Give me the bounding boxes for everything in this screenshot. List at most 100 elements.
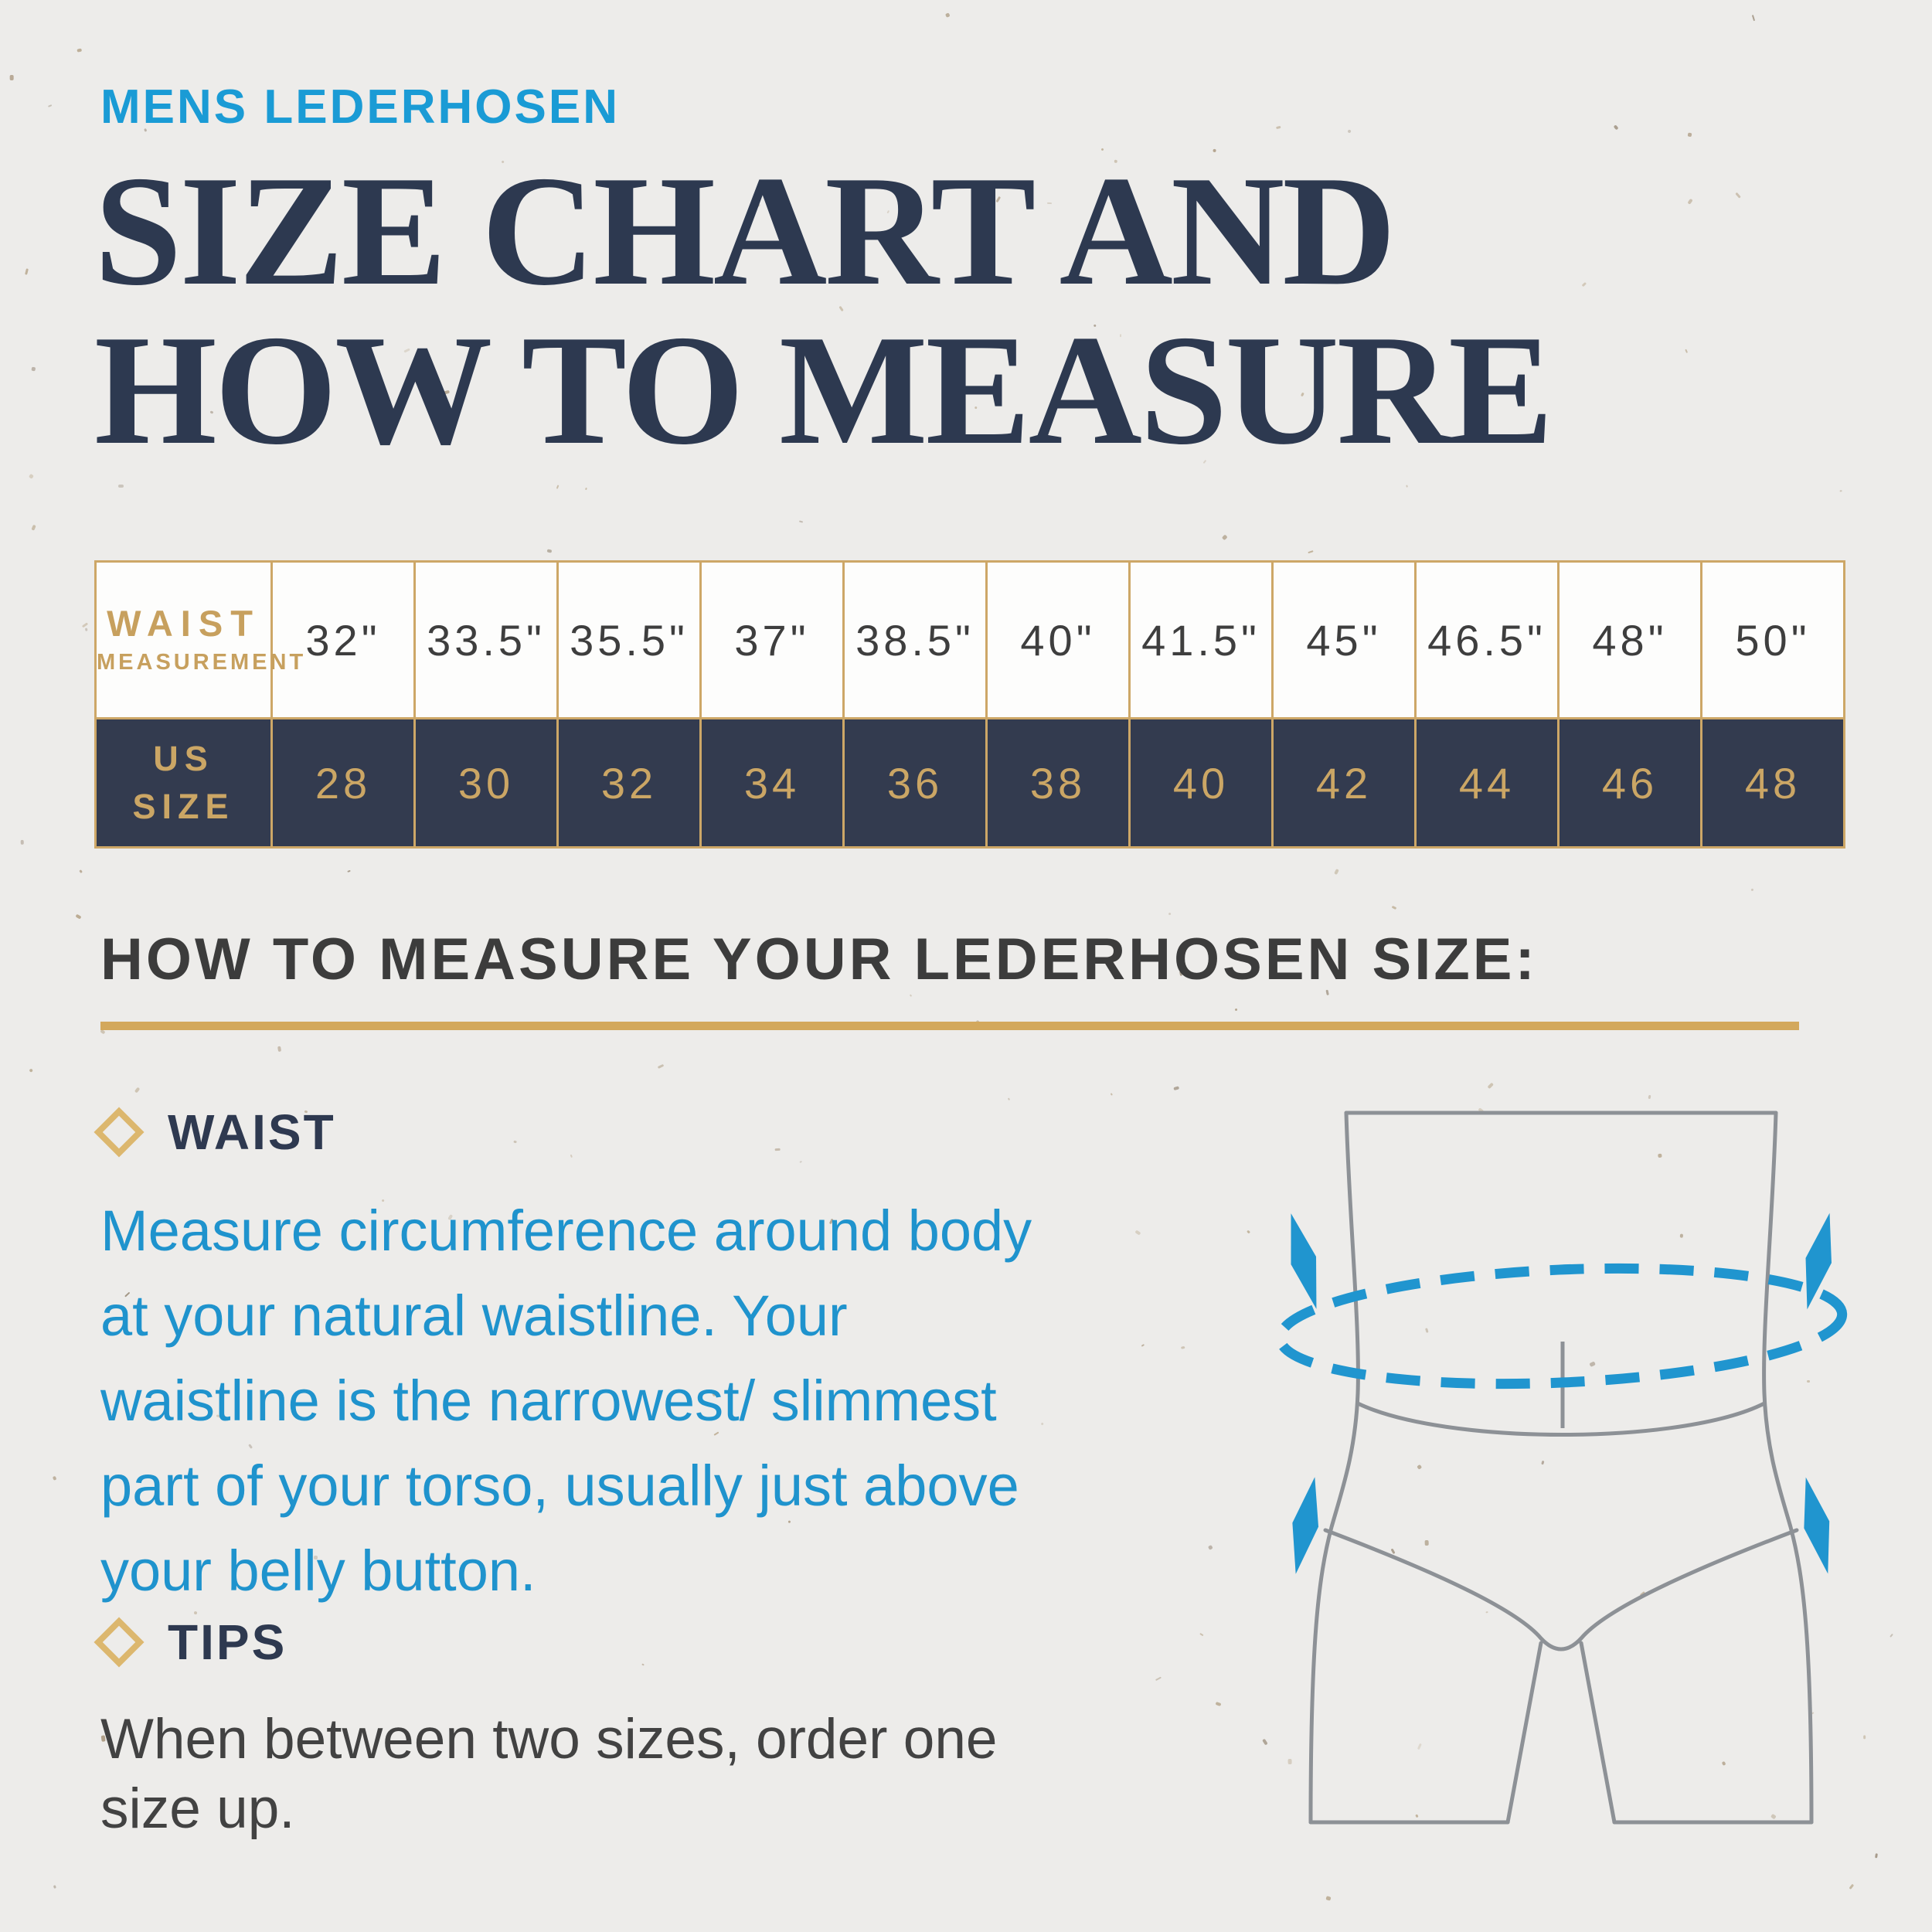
speckle	[1040, 1422, 1044, 1427]
speckle	[47, 104, 53, 107]
waist-value-cell: 41.5"	[1128, 560, 1274, 719]
speckle	[1276, 125, 1281, 129]
arrow-dart-icon	[1292, 1477, 1319, 1574]
speckle	[1875, 1852, 1879, 1859]
us-size-value-cell: 32	[556, 717, 702, 849]
speckle	[775, 1148, 781, 1151]
speckle	[1180, 1345, 1185, 1350]
underwear-line	[1323, 1528, 1799, 1651]
speckle	[79, 869, 83, 874]
speckle	[1889, 1633, 1893, 1638]
speckle	[1215, 1701, 1222, 1706]
speckle	[1334, 868, 1339, 875]
torso-outline	[1308, 1111, 1814, 1825]
us-size-value-cell: 34	[699, 717, 845, 849]
speckle	[1208, 1544, 1213, 1550]
waist-header-cell: WAIST MEASUREMENT	[94, 560, 307, 719]
us-size-value-cell: 36	[842, 717, 988, 849]
speckle	[1391, 905, 1397, 910]
us-size-value-cell: 40	[1128, 717, 1274, 849]
speckle	[1134, 1230, 1141, 1236]
diamond-bullet-icon	[94, 1617, 145, 1668]
arrow-dart-icon	[1291, 1213, 1317, 1309]
squeeze-arrow-icons	[1291, 1213, 1832, 1574]
speckle	[28, 473, 34, 479]
speckle	[1840, 489, 1843, 492]
waist-header-line2: MEASUREMENT	[97, 650, 307, 675]
diamond-bullet-icon	[94, 1107, 145, 1158]
measurement-illustration	[1274, 1111, 1848, 1825]
speckle	[1246, 1230, 1250, 1234]
speckle	[77, 48, 82, 53]
us-size-header-label: US SIZE	[132, 739, 235, 826]
us-size-value-cell: 44	[1414, 717, 1560, 849]
speckle	[31, 525, 37, 532]
speckle	[1751, 888, 1755, 892]
waist-header-line1: WAIST	[107, 603, 260, 644]
us-size-value-cell: 38	[985, 717, 1131, 849]
page-title: SIZE CHART AND HOW TO MEASURE	[94, 144, 1553, 478]
speckle	[81, 621, 88, 628]
waist-value-cell: 38.5"	[842, 560, 988, 719]
speckle	[1488, 1082, 1495, 1089]
speckle	[1307, 549, 1314, 554]
tips-section-label: TIPS	[168, 1614, 287, 1670]
us-size-header-cell: US SIZE	[94, 717, 273, 849]
speckle	[546, 549, 553, 553]
waist-value-cell: 50"	[1700, 560, 1845, 719]
speckle	[585, 487, 588, 490]
tips-text: When between two sizes, order one size u…	[100, 1708, 998, 1840]
speckle	[1613, 124, 1619, 131]
waist-value-cell: 32"	[270, 560, 416, 719]
us-size-value-cell: 46	[1557, 717, 1702, 849]
speckle	[1173, 1086, 1179, 1091]
us-size-value-cell: 48	[1700, 717, 1845, 849]
hip-line	[1355, 1401, 1767, 1437]
speckle	[1734, 192, 1741, 199]
speckle	[26, 268, 29, 275]
speckle	[569, 1154, 573, 1158]
speckle	[513, 1140, 517, 1144]
speckle	[21, 839, 25, 845]
waist-value-cell: 33.5"	[413, 560, 559, 719]
speckle	[29, 1068, 33, 1073]
speckle	[1347, 129, 1352, 134]
speckle	[1168, 912, 1172, 916]
us-size-value-cell: 28	[270, 717, 416, 849]
speckle	[657, 1063, 664, 1070]
speckle	[1141, 1343, 1145, 1347]
speckle	[799, 520, 804, 523]
us-size-value-cell: 30	[413, 717, 559, 849]
speckle	[134, 1087, 141, 1094]
speckle	[556, 485, 560, 489]
waist-tape-ellipse	[1274, 1263, 1848, 1389]
speckle	[1406, 485, 1409, 488]
speckle	[75, 913, 81, 920]
speckle	[800, 1160, 803, 1163]
speckle	[1155, 1676, 1162, 1682]
speckle	[117, 484, 124, 488]
speckle	[1221, 534, 1228, 541]
speckle	[1110, 1093, 1113, 1096]
eyebrow-label: MENS LEDERHOSEN	[100, 80, 620, 134]
waist-value-cell: 46.5"	[1414, 560, 1560, 719]
how-to-heading: HOW TO MEASURE YOUR LEDERHOSEN SIZE:	[100, 927, 1538, 992]
waist-instructions-text: Measure circumference around body at you…	[100, 1199, 1032, 1603]
arrow-dart-icon	[1804, 1477, 1830, 1574]
speckle	[1688, 199, 1693, 205]
speckle	[31, 366, 36, 371]
waist-section-header: WAIST	[94, 1104, 336, 1161]
size-chart-table: WAIST MEASUREMENT 32" 33.5" 35.5" 37" 38.5" 4…	[94, 560, 1845, 849]
speckle	[52, 1476, 57, 1481]
speckle	[346, 869, 351, 873]
speckle	[53, 1884, 57, 1889]
waist-value-cell: 35.5"	[556, 560, 702, 719]
speckle	[945, 12, 951, 18]
waist-measurement-row: WAIST MEASUREMENT 32" 33.5" 35.5" 37" 38.5" 4…	[94, 560, 1845, 719]
gold-divider-rule	[100, 1022, 1799, 1030]
speckle	[1235, 1008, 1238, 1012]
waist-value-cell: 45"	[1271, 560, 1417, 719]
speckle	[277, 1046, 282, 1053]
speckle	[1581, 282, 1587, 287]
